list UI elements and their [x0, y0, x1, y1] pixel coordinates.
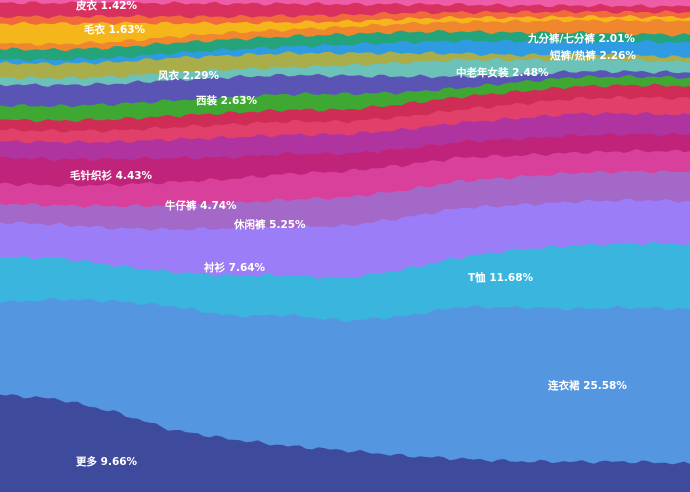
label-xiuxianku: 休闲裤 5.25%: [233, 218, 306, 231]
label-xizhuang: 西装 2.63%: [196, 94, 258, 107]
label-fengyi: 风衣 2.29%: [158, 69, 220, 82]
label-jiufenku: 九分裤/七分裤 2.01%: [527, 32, 635, 45]
label-maoyi: 毛衣 1.63%: [84, 23, 146, 36]
label-niuzaiku: 牛仔裤 4.74%: [165, 199, 237, 212]
label-txu: T恤 11.68%: [468, 271, 534, 284]
label-duanku: 短裤/热裤 2.26%: [550, 49, 636, 62]
label-pifeng: 皮衣 1.42%: [75, 0, 138, 12]
label-gengduo: 更多 9.66%: [76, 455, 138, 468]
label-chenshan: 衬衫 7.64%: [204, 261, 266, 274]
label-maozhenzhishan: 毛针织衫 4.43%: [70, 169, 153, 182]
label-zhonglaonian: 中老年女装 2.48%: [456, 66, 549, 79]
stream-labels: 皮衣 1.42% 毛衣 1.63% 九分裤/七分裤 2.01% 短裤/热裤 2.…: [70, 0, 636, 468]
label-lianyiqun: 连衣裙 25.58%: [548, 379, 627, 392]
area-20: [0, 0, 690, 8]
